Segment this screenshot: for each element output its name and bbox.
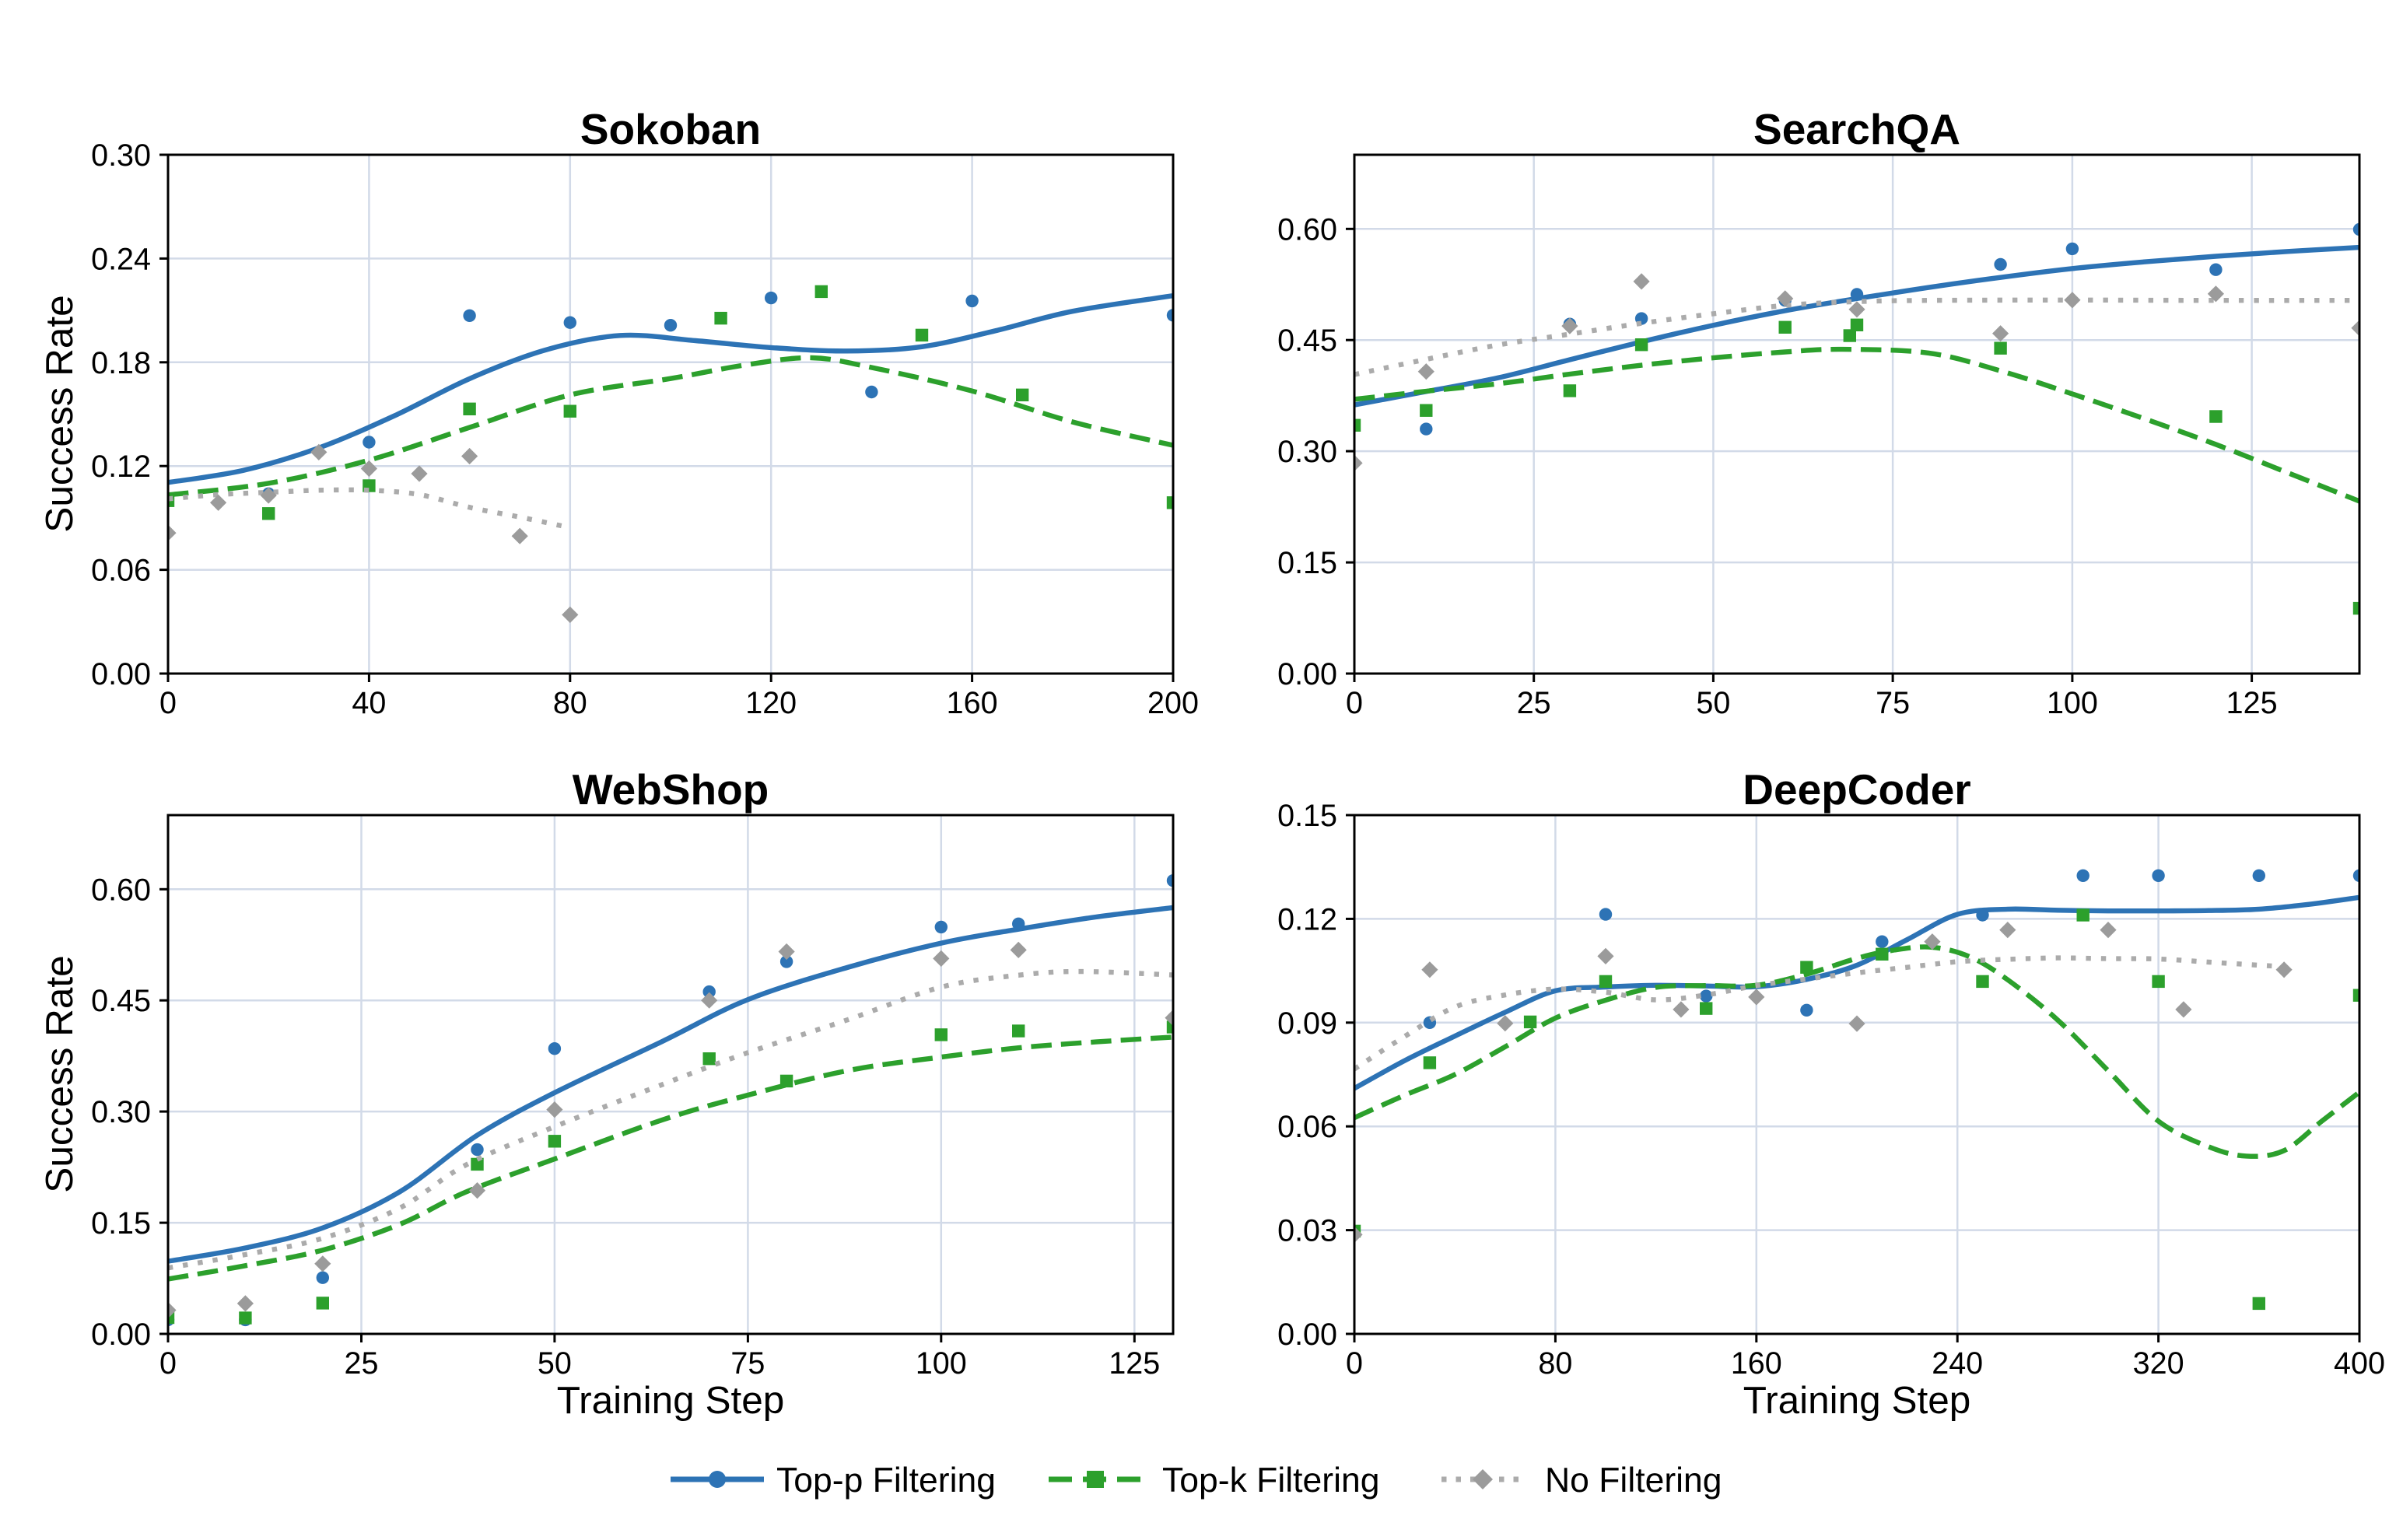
svg-text:0: 0 — [1346, 686, 1363, 720]
svg-text:240: 240 — [1932, 1346, 1983, 1381]
svg-text:0.12: 0.12 — [91, 450, 151, 484]
svg-text:0.15: 0.15 — [91, 1206, 151, 1241]
svg-text:Sokoban: Sokoban — [580, 105, 761, 153]
svg-text:0.30: 0.30 — [1277, 435, 1337, 469]
svg-text:0: 0 — [159, 686, 177, 720]
svg-text:125: 125 — [2226, 686, 2278, 720]
svg-text:0.06: 0.06 — [1277, 1110, 1337, 1144]
svg-text:0.18: 0.18 — [91, 346, 151, 380]
svg-text:0: 0 — [159, 1346, 177, 1381]
svg-text:No Filtering: No Filtering — [1545, 1461, 1722, 1500]
svg-text:0.03: 0.03 — [1277, 1214, 1337, 1248]
svg-text:0.30: 0.30 — [91, 1095, 151, 1129]
svg-text:160: 160 — [1731, 1346, 1782, 1381]
svg-text:0.12: 0.12 — [1277, 902, 1337, 936]
svg-text:Training Step: Training Step — [1743, 1379, 1971, 1422]
svg-text:50: 50 — [538, 1346, 572, 1381]
svg-text:Top-p Filtering: Top-p Filtering — [776, 1461, 996, 1500]
svg-text:160: 160 — [947, 686, 998, 720]
svg-text:80: 80 — [553, 686, 587, 720]
svg-text:0.45: 0.45 — [1277, 324, 1337, 358]
svg-text:0.00: 0.00 — [91, 1318, 151, 1352]
svg-text:DeepCoder: DeepCoder — [1743, 765, 1970, 814]
svg-text:Success Rate: Success Rate — [38, 295, 81, 532]
svg-text:0.60: 0.60 — [91, 873, 151, 907]
svg-text:75: 75 — [730, 1346, 765, 1381]
svg-text:200: 200 — [1147, 686, 1199, 720]
svg-text:50: 50 — [1696, 686, 1730, 720]
svg-text:Success Rate: Success Rate — [38, 955, 81, 1192]
svg-text:SearchQA: SearchQA — [1753, 105, 1960, 153]
svg-text:0.15: 0.15 — [1277, 546, 1337, 580]
svg-text:25: 25 — [345, 1346, 379, 1381]
svg-text:Training Step: Training Step — [557, 1379, 785, 1422]
svg-text:100: 100 — [916, 1346, 967, 1381]
svg-text:0.00: 0.00 — [91, 657, 151, 691]
svg-text:0.06: 0.06 — [91, 554, 151, 588]
svg-text:125: 125 — [1109, 1346, 1160, 1381]
svg-text:40: 40 — [352, 686, 386, 720]
svg-text:0.60: 0.60 — [1277, 212, 1337, 247]
svg-text:WebShop: WebShop — [573, 765, 769, 814]
svg-text:0.15: 0.15 — [1277, 799, 1337, 833]
svg-text:320: 320 — [2133, 1346, 2184, 1381]
svg-text:100: 100 — [2047, 686, 2098, 720]
svg-text:120: 120 — [745, 686, 797, 720]
svg-text:400: 400 — [2334, 1346, 2385, 1381]
svg-text:0.09: 0.09 — [1277, 1006, 1337, 1041]
svg-text:80: 80 — [1538, 1346, 1572, 1381]
svg-text:75: 75 — [1876, 686, 1910, 720]
svg-text:0.45: 0.45 — [91, 984, 151, 1018]
svg-text:0.30: 0.30 — [91, 138, 151, 173]
svg-text:0.24: 0.24 — [91, 242, 151, 276]
svg-text:0.00: 0.00 — [1277, 657, 1337, 691]
svg-text:25: 25 — [1517, 686, 1551, 720]
svg-text:Top-k Filtering: Top-k Filtering — [1162, 1461, 1379, 1500]
svg-text:0: 0 — [1346, 1346, 1363, 1381]
svg-text:0.00: 0.00 — [1277, 1318, 1337, 1352]
